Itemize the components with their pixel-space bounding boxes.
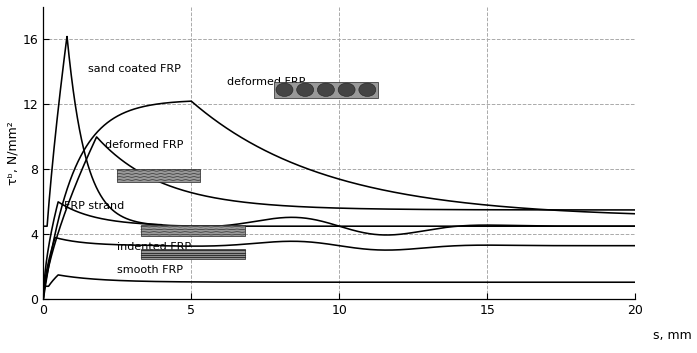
Y-axis label: τᵇ, N/mm²: τᵇ, N/mm² [7,121,20,185]
Bar [117,169,200,181]
Text: s, mm: s, mm [653,329,691,341]
Text: indented FRP: indented FRP [117,242,192,252]
Ellipse shape [297,83,314,96]
Bar [141,225,245,236]
Text: deformed FRP: deformed FRP [227,77,305,87]
Text: sand coated FRP: sand coated FRP [88,64,181,74]
Text: FRP strand: FRP strand [64,201,124,211]
Ellipse shape [338,83,355,96]
Ellipse shape [317,83,335,96]
Ellipse shape [359,83,376,96]
Bar [274,82,378,98]
Text: deformed FRP: deformed FRP [105,140,184,150]
Ellipse shape [276,83,293,96]
Text: smooth FRP: smooth FRP [117,265,183,275]
Bar [141,249,245,259]
